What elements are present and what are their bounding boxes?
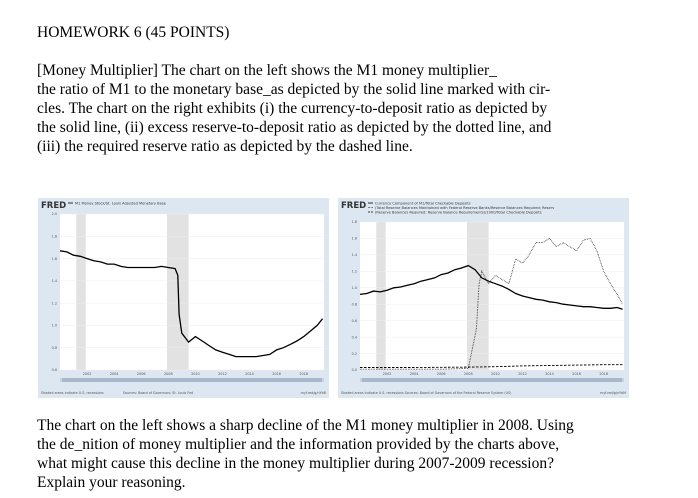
- text-line: [Money Multiplier] The chart on the left…: [37, 62, 497, 79]
- y-tick-label: 0.6: [52, 368, 57, 372]
- footer-link: myf.red/g/nYbM: [600, 391, 626, 395]
- text-line: Explain your reasoning.: [37, 474, 186, 491]
- recession-band: [376, 222, 386, 370]
- page-title: HOMEWORK 6 (45 POINTS): [37, 24, 230, 41]
- recession-band: [76, 214, 86, 370]
- fred-logo: FRED: [41, 201, 66, 211]
- y-tick-label: 1.4: [52, 279, 57, 283]
- footer-source: Sources: Board of Governors; St. Louis F…: [123, 391, 193, 395]
- x-tick-label: 2010: [191, 372, 200, 376]
- x-tick-label: 2018: [599, 372, 608, 376]
- x-tick-label: 2004: [410, 372, 419, 376]
- footer-note: Shaded areas indicate U.S. recessions: [341, 391, 404, 395]
- y-tick-label: 1.2: [52, 301, 57, 305]
- text-line: (iii) the required reserve ratio as depi…: [37, 138, 413, 155]
- series-line-0: [359, 264, 623, 310]
- paragraph-question: The chart on the left shows a sharp decl…: [37, 416, 677, 492]
- paragraph-intro: [Money Multiplier] The chart on the left…: [37, 61, 677, 156]
- recession-band: [466, 222, 489, 370]
- y-tick-label: 1.6: [352, 237, 357, 241]
- y-tick-label: 1.8: [52, 234, 57, 238]
- reserve-ratio-chart: FRED Currency Component of M1/Total Check…: [338, 198, 629, 398]
- x-tick-label: 2002: [83, 372, 92, 376]
- y-tick-label: 0.6: [352, 319, 357, 323]
- x-tick-label: 2016: [272, 372, 281, 376]
- chart-svg-left: FRED M1 Money Stock/St. Louis Adjusted Mo…: [41, 201, 327, 395]
- x-tick-label: 2018: [299, 372, 308, 376]
- legend-entry: (Reserve Balances Required: Reserve Bala…: [375, 210, 542, 214]
- money-multiplier-chart: FRED M1 Money Stock/St. Louis Adjusted Mo…: [38, 198, 329, 398]
- x-tick-label: 2012: [218, 372, 227, 376]
- y-tick-label: 1.2: [352, 270, 357, 274]
- text-line: what might cause this decline in the mon…: [37, 455, 554, 472]
- x-tick-label: 2006: [137, 372, 146, 376]
- legend-entry: Currency Component of M1/Total Checkable…: [375, 201, 471, 205]
- y-tick-label: 0.8: [352, 302, 357, 306]
- range-slider-handle: [362, 378, 622, 382]
- text-line: the ratio of M1 to the monetary base_as …: [37, 81, 551, 98]
- fred-logo: FRED: [341, 201, 366, 211]
- y-tick-label: 1.4: [352, 253, 357, 257]
- y-tick-label: 1.0: [352, 286, 357, 290]
- y-tick-label: 0.4: [352, 335, 357, 339]
- x-tick-label: 2014: [545, 372, 554, 376]
- y-tick-label: 0.2: [352, 352, 357, 356]
- series-line-1: [360, 237, 623, 370]
- y-tick-label: 1.0: [52, 324, 57, 328]
- chart-svg-right: FRED Currency Component of M1/Total Check…: [341, 201, 626, 395]
- footer-link: myf.red/g/nYbR: [301, 391, 327, 395]
- text-line: The chart on the left shows a sharp decl…: [37, 417, 574, 434]
- x-tick-label: 2016: [572, 372, 581, 376]
- x-tick-label: 2008: [164, 372, 173, 376]
- legend-entry: (Total Reserve Balances Maintained with …: [375, 206, 555, 210]
- legend-entry: M1 Money Stock/St. Louis Adjusted Moneta…: [75, 201, 167, 205]
- y-tick-label: 2.0: [52, 212, 57, 216]
- text-line: cles. The chart on the right exhibits (i…: [37, 100, 548, 117]
- plot-area: [360, 222, 624, 370]
- footer-note: Shaded areas indicate U.S. recessions: [41, 391, 104, 395]
- series-line-0: [59, 250, 324, 358]
- plot-area: [60, 214, 324, 370]
- x-tick-label: 2006: [437, 372, 446, 376]
- y-tick-label: 0.0: [352, 368, 357, 372]
- x-tick-label: 2004: [110, 372, 119, 376]
- range-slider-handle: [62, 378, 322, 382]
- text-line: the de_nition of money multiplier and th…: [37, 436, 560, 453]
- x-tick-label: 2002: [383, 372, 392, 376]
- x-tick-label: 2010: [491, 372, 500, 376]
- y-tick-label: 1.6: [52, 257, 57, 261]
- x-tick-label: 2012: [518, 372, 527, 376]
- x-tick-label: 2014: [245, 372, 254, 376]
- x-tick-label: 2008: [464, 372, 473, 376]
- y-tick-label: 1.8: [352, 220, 357, 224]
- series-line-2: [360, 364, 623, 368]
- text-line: the solid line, (ii) excess reserve-to-d…: [37, 119, 552, 136]
- footer-source: Sources: Board of Governors of the Feder…: [405, 391, 512, 395]
- y-tick-label: 0.8: [52, 346, 57, 350]
